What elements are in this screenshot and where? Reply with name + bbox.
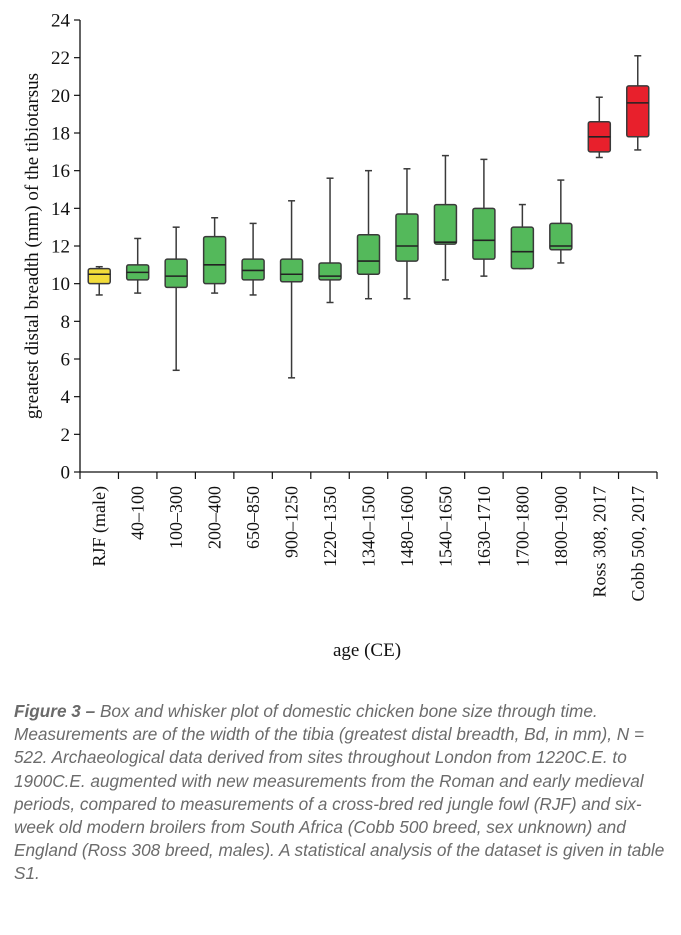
x-category-label: 1700–1800 xyxy=(512,486,532,567)
y-tick-label: 0 xyxy=(61,463,71,484)
y-tick-label: 14 xyxy=(51,199,71,220)
box-1 xyxy=(87,265,111,296)
box-body xyxy=(279,258,304,283)
box-body xyxy=(549,222,573,251)
y-tick-label: 8 xyxy=(61,312,71,333)
box-4 xyxy=(202,217,227,294)
box-series xyxy=(87,55,650,379)
y-tick-label: 4 xyxy=(61,387,71,408)
x-category-label: 1540–1650 xyxy=(435,486,455,567)
y-tick-label: 6 xyxy=(61,350,71,371)
box-11 xyxy=(472,158,496,277)
caption-text: Box and whisker plot of domestic chicken… xyxy=(14,701,665,884)
x-category-label: 40–100 xyxy=(128,486,148,540)
box-9 xyxy=(395,168,419,300)
box-5 xyxy=(241,222,265,296)
y-axis-label: greatest distal breadth (mm) of the tibi… xyxy=(22,73,43,419)
x-category-label: RJF (male) xyxy=(89,486,110,567)
x-category-label: 1630–1710 xyxy=(474,486,494,567)
y-tick-label: 20 xyxy=(51,86,70,107)
x-axis-label: age (CE) xyxy=(333,640,401,661)
x-category-label: 1220–1350 xyxy=(320,486,340,567)
box-14 xyxy=(587,96,612,159)
box-7 xyxy=(318,177,342,304)
x-category-label: 100–300 xyxy=(166,486,186,549)
x-category-label: 1480–1600 xyxy=(397,486,417,567)
y-tick-label: 2 xyxy=(61,425,71,446)
box-12 xyxy=(510,203,535,270)
y-tick-label: 22 xyxy=(51,48,70,69)
box-body xyxy=(87,267,111,285)
x-category-label: 650–850 xyxy=(243,486,263,549)
x-category-label: 1800–1900 xyxy=(551,486,571,567)
y-tick-label: 24 xyxy=(51,11,71,32)
y-tick-label: 10 xyxy=(51,274,70,295)
x-category-label: 1340–1500 xyxy=(359,486,379,567)
box-body xyxy=(626,85,650,138)
box-15 xyxy=(626,55,650,151)
box-13 xyxy=(549,179,573,264)
box-8 xyxy=(356,169,381,300)
x-category-label: Ross 308, 2017 xyxy=(589,486,609,598)
y-tick-label: 16 xyxy=(51,161,70,182)
x-category-label: 900–1250 xyxy=(282,486,302,558)
box-body xyxy=(164,258,188,289)
box-3 xyxy=(164,226,188,372)
box-body xyxy=(472,207,496,260)
caption-label: Figure 3 – xyxy=(14,701,96,721)
box-body xyxy=(202,235,227,285)
figure-caption: Figure 3 – Box and whisker plot of domes… xyxy=(14,700,674,886)
x-category-label: Cobb 500, 2017 xyxy=(628,486,648,602)
box-body xyxy=(395,213,419,262)
box-body xyxy=(318,262,342,281)
box-body xyxy=(241,258,265,281)
box-10 xyxy=(433,154,458,281)
box-2 xyxy=(125,237,150,294)
box-body xyxy=(433,203,458,245)
box-body xyxy=(510,226,535,270)
box-body xyxy=(356,233,381,275)
y-tick-label: 18 xyxy=(51,124,70,145)
y-tick-label: 12 xyxy=(51,237,70,258)
x-category-label: 200–400 xyxy=(205,486,225,549)
box-6 xyxy=(279,200,304,379)
